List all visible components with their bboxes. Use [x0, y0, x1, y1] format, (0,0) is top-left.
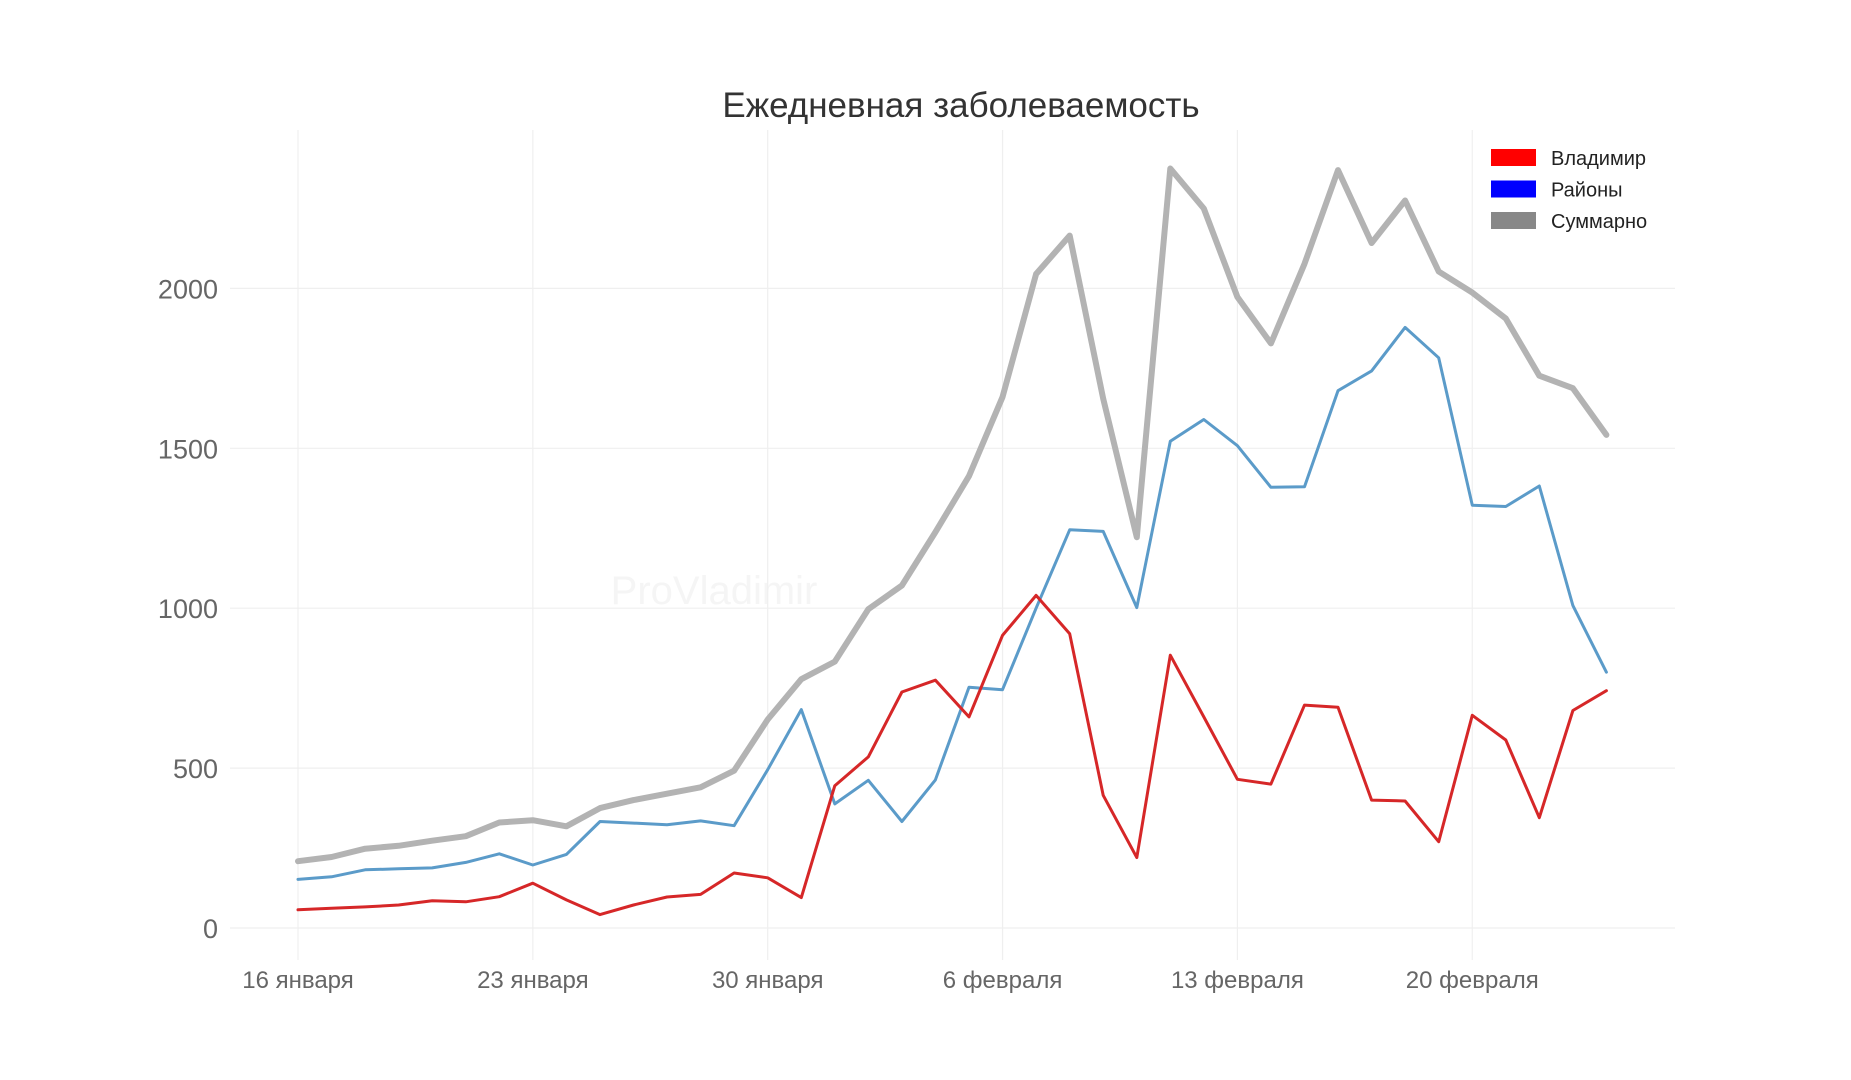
x-tick-label: 13 февраля	[1171, 967, 1304, 994]
legend-item-vladimir-swatch	[1491, 149, 1536, 166]
legend-item-vladimir-label: Владимир	[1551, 148, 1646, 170]
series-line-vladimir	[296, 593, 1608, 917]
series-line-summarno	[295, 165, 1610, 865]
chart-title: Ежедневная заболеваемость	[722, 86, 1199, 125]
x-tick-label: 20 февраля	[1406, 967, 1539, 994]
series-line-raiony	[296, 325, 1608, 881]
grid	[230, 130, 1675, 960]
x-tick-label: 6 февраля	[943, 967, 1063, 994]
legend-item-summarno-label: Суммарно	[1551, 211, 1647, 233]
y-tick-label: 1000	[158, 594, 218, 624]
y-tick-label: 2000	[158, 274, 218, 304]
y-axis-ticks: 0 500 1000 1500 2000	[158, 274, 218, 944]
x-axis-ticks: 16 января 23 января 30 января 6 февраля 13 ф…	[242, 967, 1538, 994]
legend-item-summarno-swatch	[1491, 212, 1536, 229]
legend-item-raiony-swatch	[1491, 180, 1536, 198]
watermark: ProVladimir	[611, 569, 818, 613]
x-tick-label: 16 января	[242, 967, 354, 994]
series-lines	[295, 165, 1610, 917]
y-tick-label: 500	[173, 754, 218, 784]
legend-item-raiony-label: Районы	[1551, 180, 1623, 202]
legend: Владимир Районы Суммарно	[1491, 148, 1647, 233]
y-tick-label: 0	[203, 914, 218, 944]
x-tick-label: 30 января	[712, 967, 824, 994]
x-tick-label: 23 января	[477, 967, 589, 994]
y-tick-label: 1500	[158, 434, 218, 464]
